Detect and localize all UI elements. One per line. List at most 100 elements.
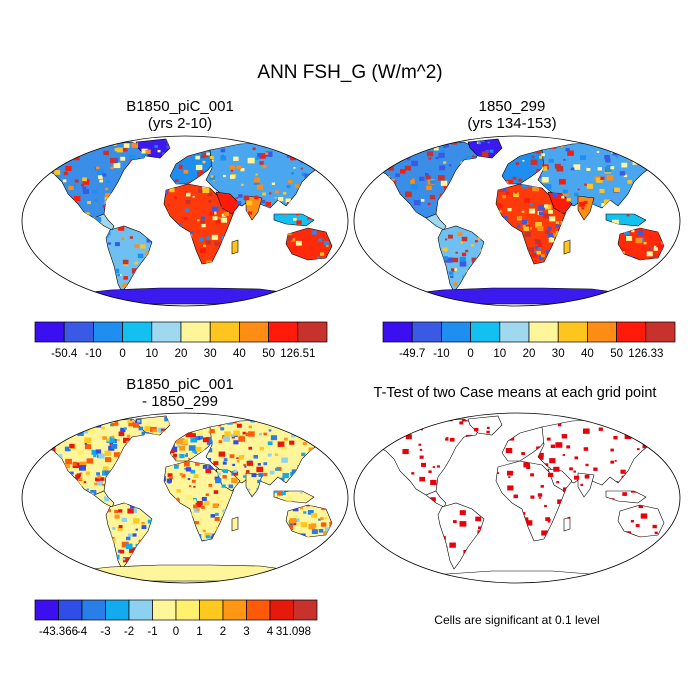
colorbar-swatch: [209, 321, 240, 343]
land-arabia: [547, 191, 573, 215]
colorbar-diff: -43.366-4 -3 -2 -1 0 1 2 3 4 31.098: [34, 599, 318, 638]
figure-title: ANN FSH_G (W/m^2): [257, 62, 443, 83]
colorbar-swatch: [645, 321, 676, 343]
colorbar-tick-label: 40: [233, 348, 246, 360]
land-arabia: [215, 191, 241, 215]
colorbar-swatch: [151, 321, 182, 343]
land-madagascar: [231, 516, 239, 532]
colorbar-tick-label: 0: [173, 626, 179, 638]
colorbar-swatch: [470, 321, 501, 343]
map-diff: [21, 412, 349, 584]
land-arabia: [547, 468, 573, 492]
colorbar-swatch: [34, 321, 65, 343]
map-boundary: [21, 135, 349, 307]
land-madagascar: [563, 239, 571, 255]
colorbar-tick-label: 50: [610, 348, 623, 360]
colorbar-swatch: [199, 599, 224, 621]
land-australia: [617, 504, 665, 538]
land-central-america: [93, 490, 115, 508]
colorbar-swatch: [411, 321, 442, 343]
map-case1: [21, 135, 349, 307]
colorbar-swatch: [293, 599, 318, 621]
panel-title-case2-line2: (yrs 134-153): [467, 115, 557, 132]
colorbar-tick-label: 20: [523, 348, 536, 360]
colorbar-swatch: [557, 321, 588, 343]
colorbar-swatch: [34, 599, 59, 621]
colorbar-swatch: [93, 321, 123, 343]
map-boundary: [21, 412, 349, 584]
colorbar-tick-label: 0: [119, 348, 125, 360]
land-madagascar: [231, 239, 239, 255]
land-new-zealand: [667, 257, 677, 271]
colorbar-tick-label: -50.4: [51, 348, 78, 360]
significance-note: Cells are significant at 0.1 level: [434, 613, 600, 627]
colorbar-swatch: [499, 321, 530, 343]
colorbar-swatch: [239, 321, 269, 343]
panel-title-diff: B1850_piC_001 - 1850_299: [20, 376, 340, 410]
colorbar-swatch: [81, 599, 106, 621]
land-new-zealand: [335, 257, 345, 271]
colorbar-swatch: [152, 599, 177, 621]
colorbar-swatch: [180, 321, 211, 343]
colorbar-tick-label: 31.098: [276, 626, 311, 638]
colorbar-tick-label: 4: [267, 626, 274, 638]
colorbar-swatch: [222, 599, 247, 621]
colorbar-tick-label: -4: [77, 626, 88, 638]
panel-title-case1-line2: (yrs 2-10): [147, 115, 213, 132]
colorbar-swatch: [297, 321, 328, 343]
colorbar-tick-label: 2: [220, 626, 226, 638]
map-case2: [353, 135, 681, 307]
land-antarctica: [431, 570, 603, 576]
colorbar-swatch: [268, 321, 299, 343]
colorbar-swatch: [246, 599, 271, 621]
colorbar-tick-label: -2: [124, 626, 134, 638]
colorbar-tick-label: 126.51: [280, 348, 315, 360]
map-boundary: [353, 412, 681, 584]
panel-title-case2: 1850_299 (yrs 134-153): [352, 98, 672, 132]
land-madagascar: [563, 516, 571, 532]
land-australia: [285, 227, 333, 261]
colorbar-case1: -50.4 -10 0 10 20 30 40 50 126.51: [34, 321, 328, 360]
colorbar-tick-label: 30: [552, 348, 565, 360]
panel-title-diff-line1: B1850_piC_001: [126, 376, 234, 393]
colorbar-tick-label: 50: [262, 348, 275, 360]
land-south-america: [437, 502, 485, 570]
colorbar-tick-label: -3: [100, 626, 110, 638]
colorbar-swatch: [528, 321, 559, 343]
colorbar-case2: -49.7 -10 0 10 20 30 40 50 126.33: [382, 321, 676, 360]
colorbar-swatch: [269, 599, 294, 621]
colorbar-swatch: [616, 321, 647, 343]
colorbar-swatch: [382, 321, 413, 343]
colorbar-tick-label: -10: [85, 348, 102, 360]
colorbar-tick-label: -1: [147, 626, 157, 638]
panel-title-diff-line2: - 1850_299: [142, 393, 218, 410]
panel-title-case1-line1: B1850_piC_001: [126, 98, 234, 115]
colorbar-tick-label: 3: [243, 626, 249, 638]
colorbar-swatch: [587, 321, 617, 343]
colorbar-tick-label: 126.33: [628, 348, 663, 360]
panel-title-case2-line1: 1850_299: [478, 98, 546, 115]
land-central-america: [425, 490, 447, 508]
colorbar-tick-label: -43.366: [39, 626, 78, 638]
land-africa: [495, 183, 567, 265]
map-boundary: [353, 135, 681, 307]
colorbar-tick-label: 1: [196, 626, 202, 638]
colorbar-tick-label: 20: [175, 348, 188, 360]
colorbar-tick-label: 40: [581, 348, 594, 360]
land-india: [577, 472, 595, 498]
colorbar-tick-label: -49.7: [399, 348, 425, 360]
colorbar-swatch: [122, 321, 153, 343]
colorbar-swatch: [63, 321, 94, 343]
colorbar-tick-label: 10: [145, 348, 158, 360]
colorbar-tick-label: -10: [433, 348, 450, 360]
land-new-zealand: [335, 534, 345, 548]
colorbar-swatch: [105, 599, 130, 621]
panel-title-ttest: T-Test of two Case means at each grid po…: [373, 385, 657, 401]
colorbar-swatch: [58, 599, 83, 621]
colorbar-tick-label: 10: [493, 348, 506, 360]
colorbar-swatch: [128, 599, 153, 621]
colorbar-swatch: [175, 599, 200, 621]
colorbar-swatch: [441, 321, 471, 343]
colorbar-tick-label: 30: [204, 348, 217, 360]
land-new-zealand: [667, 534, 677, 548]
